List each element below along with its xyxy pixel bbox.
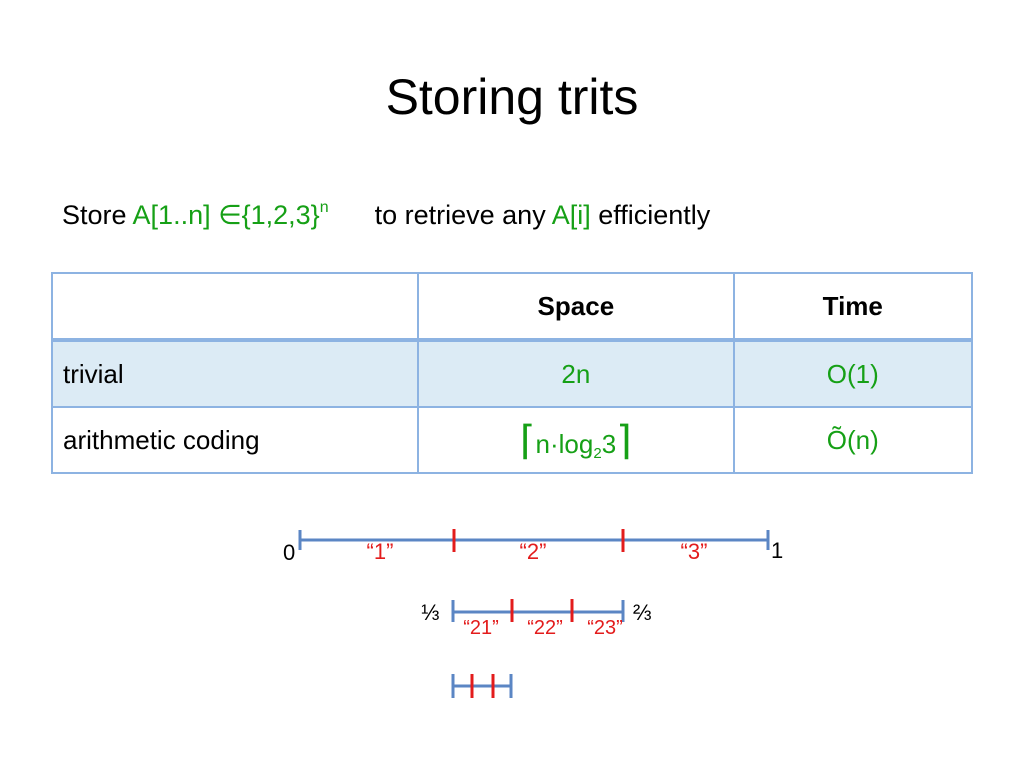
subsegment-label: “23” (587, 617, 623, 639)
segment-label: “3” (681, 539, 708, 564)
comparison-table: Space Time trivial 2n O(1) arithmetic co… (50, 272, 974, 474)
row-time: Õ(n) (732, 406, 974, 474)
statement-array: A[1..n] ∈{1,2,3} (132, 200, 320, 230)
segment-label: “1” (367, 539, 394, 564)
problem-statement: Store A[1..n] ∈{1,2,3}n to retrieve any A… (62, 188, 710, 235)
table-row-trivial: trivial 2n O(1) (50, 339, 974, 408)
statement-prefix: Store (62, 200, 133, 230)
statement-exponent: n (319, 199, 329, 216)
space-sub: 2 (593, 445, 602, 462)
space-tail: 3 (601, 429, 617, 459)
ceil-right: ⌉ (616, 419, 632, 463)
level2-right-label: ⅔ (633, 600, 651, 625)
table-header-row: Space Time (50, 272, 974, 342)
subsegment-label: “21” (463, 617, 499, 639)
level2-left-label: ⅓ (421, 600, 439, 625)
row-name: trivial (50, 339, 420, 408)
slide-title: Storing trits (385, 69, 639, 125)
row-name: arithmetic coding (50, 406, 420, 474)
level1-right-label: 1 (771, 538, 783, 563)
level1-left-label: 0 (283, 540, 295, 565)
header-empty (50, 272, 420, 342)
header-time: Time (732, 272, 974, 342)
row-space: 2n (417, 339, 735, 408)
statement-suffix: efficiently (590, 200, 711, 230)
header-space: Space (417, 272, 735, 342)
row-space: ⌈n·log23⌉ (417, 406, 735, 474)
statement-element: A[i] (551, 200, 591, 230)
table-row-arithmetic: arithmetic coding ⌈n·log23⌉ Õ(n) (50, 406, 974, 474)
subsegment-label: “22” (527, 617, 563, 639)
space-main: n·log (535, 429, 594, 459)
statement-middle: to retrieve any (374, 200, 552, 230)
ceil-left: ⌈ (519, 419, 536, 463)
segment-label: “2” (520, 539, 547, 564)
row-time: O(1) (732, 339, 974, 408)
